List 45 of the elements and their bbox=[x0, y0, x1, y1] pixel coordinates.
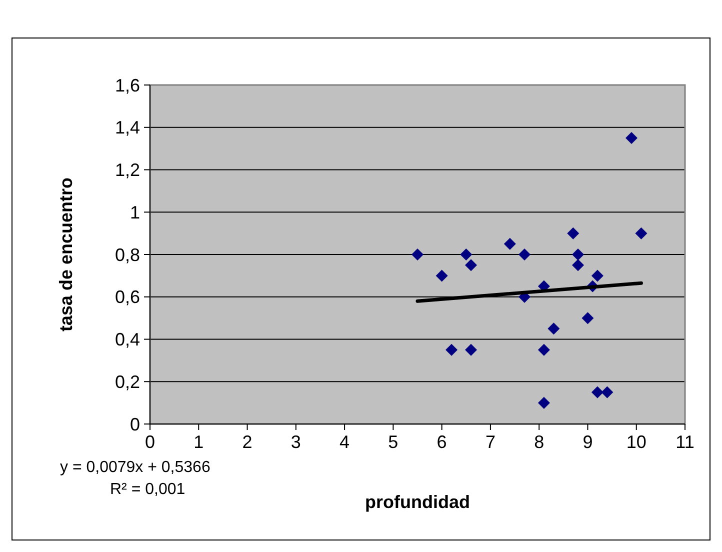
point bbox=[591, 386, 604, 398]
point bbox=[635, 227, 648, 240]
point bbox=[582, 312, 594, 324]
point bbox=[591, 270, 604, 282]
x-tick-label: 6 bbox=[436, 432, 447, 452]
y-tick-label: 1,4 bbox=[114, 118, 140, 138]
point bbox=[572, 248, 584, 260]
y-tick-label: 1 bbox=[130, 202, 140, 222]
point bbox=[518, 248, 530, 260]
point bbox=[626, 132, 638, 144]
point bbox=[538, 344, 550, 356]
x-tick-label: 1 bbox=[194, 432, 204, 452]
x-tick-label: 2 bbox=[242, 432, 252, 452]
x-tick-label: 7 bbox=[485, 432, 496, 452]
point bbox=[601, 386, 614, 398]
point bbox=[567, 227, 580, 240]
point bbox=[572, 259, 584, 272]
y-axis-title: tasa de encuentro bbox=[56, 177, 76, 332]
point bbox=[465, 344, 477, 356]
x-axis-title: profundidad bbox=[365, 492, 470, 512]
y-tick-label: 0,6 bbox=[114, 287, 140, 308]
x-tick-label: 11 bbox=[676, 432, 694, 452]
point bbox=[538, 396, 550, 409]
x-tick-label: 5 bbox=[388, 432, 398, 452]
y-tick-label: 0,8 bbox=[114, 244, 140, 265]
x-tick-label: 4 bbox=[340, 432, 350, 452]
point bbox=[548, 322, 560, 335]
point bbox=[446, 344, 458, 356]
point bbox=[412, 248, 424, 260]
x-tick-label: 3 bbox=[290, 432, 301, 452]
point bbox=[465, 259, 477, 272]
x-tick-label: 8 bbox=[534, 432, 544, 452]
point bbox=[436, 270, 448, 282]
y-tick-label: 1,6 bbox=[114, 75, 140, 96]
text: y = 0,0079x + 0,5366 bbox=[60, 459, 210, 476]
point bbox=[504, 238, 516, 250]
y-tick-label: 0 bbox=[130, 414, 140, 434]
x-tick-label: 10 bbox=[626, 432, 646, 452]
point bbox=[460, 248, 472, 260]
x-tick-label: 9 bbox=[582, 432, 593, 452]
x-tick-label: 0 bbox=[144, 432, 156, 452]
y-tick-label: 0,4 bbox=[114, 330, 140, 350]
y-tick-label: 1,2 bbox=[114, 160, 140, 180]
y-tick-label: 0,2 bbox=[114, 372, 140, 392]
text: R² = 0,001 bbox=[110, 481, 186, 498]
